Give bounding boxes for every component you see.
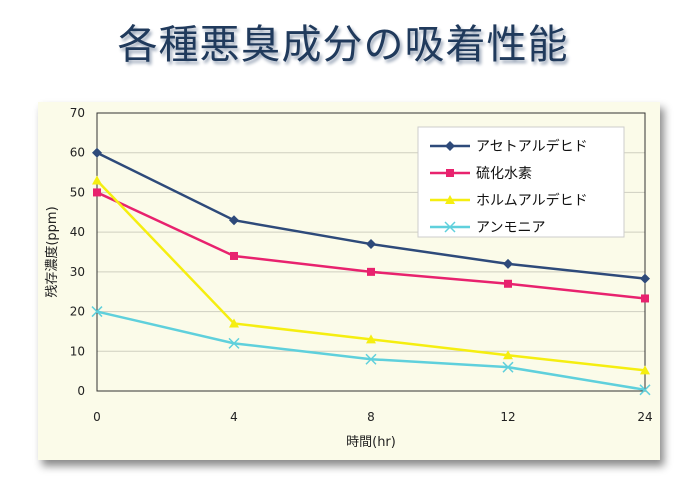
legend-label: アセトアルデヒド [476, 138, 588, 155]
square-marker [93, 188, 101, 197]
square-marker [230, 251, 238, 260]
x-marker [365, 353, 377, 365]
legend-label: 硫化水素 [476, 166, 532, 182]
x-tick-label: 24 [637, 410, 652, 424]
x-marker [639, 384, 651, 396]
legend-item: アセトアルデヒド [430, 138, 588, 155]
triangle-marker [366, 334, 376, 344]
series-0 [92, 147, 650, 284]
x-axis-label: 時間(hr) [346, 435, 396, 450]
chart-title: 各種悪臭成分の吸着性能 [117, 22, 569, 68]
y-tick-label: 50 [70, 185, 85, 199]
series-1 [93, 188, 649, 303]
y-tick-label: 40 [70, 225, 85, 239]
legend-label: アンモニア [476, 220, 545, 236]
diamond-marker [92, 147, 102, 158]
diamond-marker [445, 141, 455, 151]
triangle-marker [640, 365, 650, 375]
square-marker [641, 294, 649, 303]
diamond-marker [229, 215, 239, 226]
square-marker [504, 279, 512, 288]
y-tick-label: 70 [70, 106, 85, 120]
x-marker [228, 337, 240, 349]
legend-label: ホルムアルデヒド [476, 192, 588, 209]
diamond-marker [503, 258, 513, 269]
square-marker [446, 169, 454, 177]
y-tick-label: 0 [77, 384, 85, 398]
y-tick-label: 30 [70, 265, 85, 279]
x-tick-label: 4 [230, 410, 238, 424]
y-tick-label: 60 [70, 146, 85, 160]
x-marker [502, 361, 514, 373]
triangle-marker [229, 318, 239, 328]
x-marker [91, 306, 103, 318]
x-tick-label: 8 [367, 410, 375, 424]
y-tick-label: 10 [70, 344, 85, 358]
series-line [96, 310, 646, 392]
diamond-marker [366, 239, 376, 250]
x-tick-label: 12 [500, 410, 515, 424]
diamond-marker [640, 273, 650, 284]
triangle-marker [445, 195, 455, 204]
plot-area [96, 112, 646, 392]
y-tick-label: 20 [70, 305, 85, 319]
series-3 [91, 306, 651, 396]
legend-box [417, 126, 625, 238]
triangle-marker [92, 175, 102, 185]
legend-item: アンモニア [430, 220, 545, 236]
x-marker [444, 221, 456, 233]
triangle-marker [503, 350, 513, 360]
x-tick-label: 0 [93, 410, 101, 424]
y-axis-label: 残存濃度(ppm) [44, 206, 60, 297]
series-2 [92, 175, 650, 375]
square-marker [367, 267, 375, 276]
legend-item: 硫化水素 [430, 166, 532, 182]
legend-item: ホルムアルデヒド [430, 192, 588, 209]
